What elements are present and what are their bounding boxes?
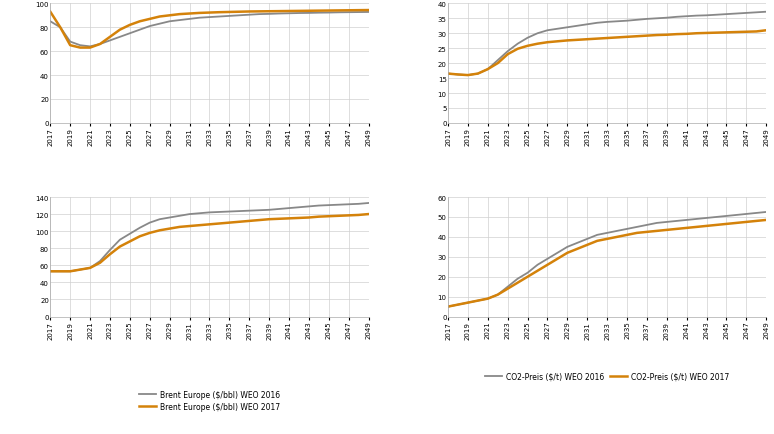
- Legend: CO2-Preis ($/t) WEO 2016, CO2-Preis ($/t) WEO 2017: CO2-Preis ($/t) WEO 2016, CO2-Preis ($/t…: [485, 372, 729, 381]
- Legend: Kohle d.f.ARA ($/tSKE) WEO 2016, Kohle d.f.ARA ($/tSKE) WEO 2017: Kohle d.f.ARA ($/tSKE) WEO 2016, Kohle d…: [136, 197, 283, 217]
- Legend: Brent Europe ($/bbl) WEO 2016, Brent Europe ($/bbl) WEO 2017: Brent Europe ($/bbl) WEO 2016, Brent Eur…: [139, 390, 279, 411]
- Legend: Endgas TTF ($/MWh) WEO 2016, Endgas TTF ($/MWh) WEO 2017: Endgas TTF ($/MWh) WEO 2016, Endgas TTF …: [536, 197, 678, 217]
